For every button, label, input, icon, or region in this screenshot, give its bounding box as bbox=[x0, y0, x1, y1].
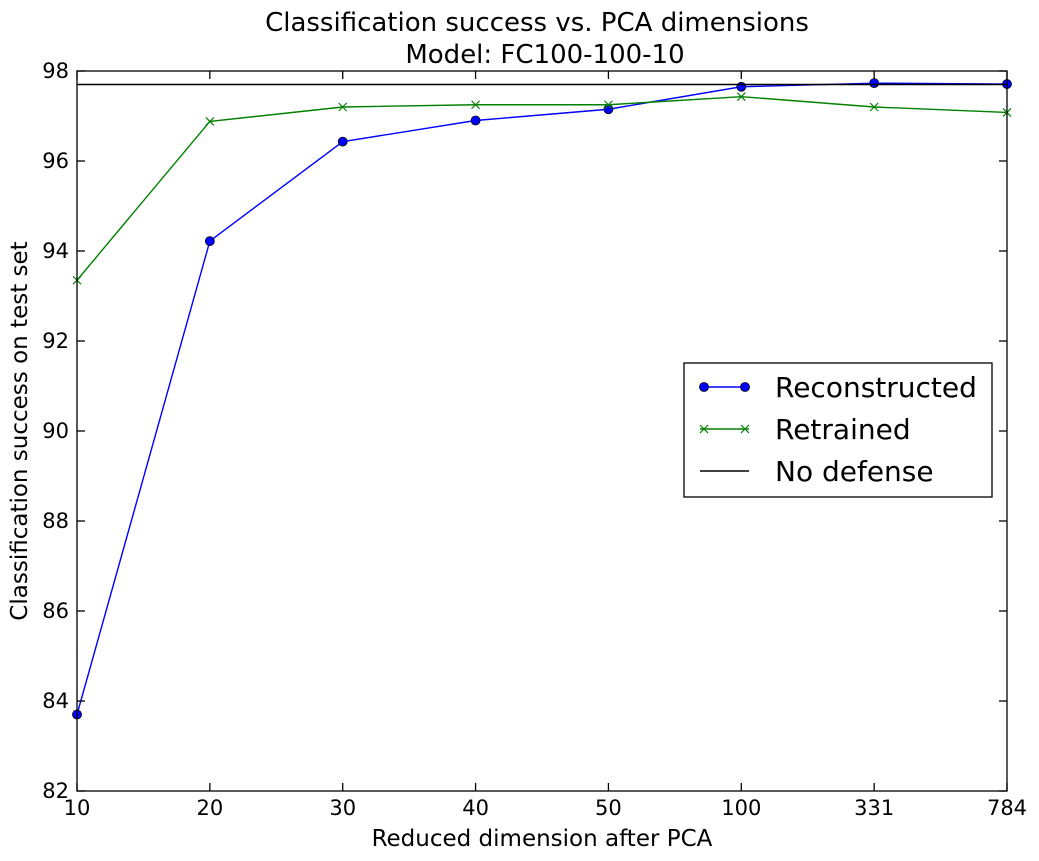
y-tick-label: 82 bbox=[42, 779, 69, 803]
y-tick-label: 86 bbox=[42, 599, 69, 623]
data-point bbox=[869, 102, 879, 112]
data-point bbox=[736, 92, 746, 102]
data-point-stroke bbox=[205, 116, 215, 126]
x-tick-label: 10 bbox=[64, 796, 91, 820]
y-tick-label: 84 bbox=[42, 689, 69, 713]
legend-marker-stroke bbox=[740, 424, 750, 434]
data-point bbox=[337, 136, 348, 147]
y-tick-label: 98 bbox=[42, 59, 69, 83]
legend-label: No defense bbox=[775, 455, 934, 488]
data-point-stroke bbox=[604, 100, 613, 110]
series-retrained bbox=[72, 92, 1012, 285]
x-tick-label: 30 bbox=[329, 796, 356, 820]
data-point bbox=[736, 81, 747, 92]
x-tick-label: 331 bbox=[854, 796, 894, 820]
y-tick-label: 88 bbox=[42, 509, 69, 533]
x-tick-label: 100 bbox=[721, 796, 761, 820]
y-tick-label: 96 bbox=[42, 149, 69, 173]
data-point-stroke bbox=[471, 100, 480, 110]
data-point bbox=[338, 102, 348, 112]
legend-box bbox=[683, 362, 993, 498]
x-tick-label: 40 bbox=[462, 796, 489, 820]
data-point bbox=[604, 100, 613, 110]
series-line bbox=[76, 95, 1008, 281]
data-point-stroke bbox=[736, 92, 746, 102]
data-point-stroke bbox=[869, 102, 879, 112]
legend-label: Retrained bbox=[775, 413, 911, 446]
chart-subtitle: Model: FC100-100-10 bbox=[405, 40, 684, 70]
x-tick-label: 784 bbox=[987, 796, 1027, 820]
y-axis-label: Classification success on test set bbox=[7, 241, 33, 620]
legend-marker bbox=[699, 382, 709, 392]
legend: Reconstructed Retrained No defense bbox=[683, 362, 993, 498]
tick-layer: 10 20 30 40 50 100 331 784 82 84 86 88 90 92 94 96 98 bbox=[42, 59, 1027, 820]
x-tick-label: 20 bbox=[196, 796, 223, 820]
legend-marker bbox=[740, 382, 750, 392]
x-tick-label: 50 bbox=[595, 796, 622, 820]
legend-marker-stroke bbox=[699, 424, 709, 434]
y-tick-label: 90 bbox=[42, 419, 69, 443]
series-line bbox=[76, 82, 1008, 715]
data-point bbox=[205, 116, 215, 126]
legend-marker bbox=[740, 424, 750, 434]
data-point-stroke bbox=[338, 102, 348, 112]
data-point bbox=[471, 100, 480, 110]
data-point bbox=[603, 104, 614, 115]
data-point bbox=[869, 78, 880, 89]
y-tick-label: 92 bbox=[42, 329, 69, 353]
x-axis-label: Reduced dimension after PCA bbox=[372, 826, 713, 852]
data-point bbox=[204, 236, 215, 247]
data-point bbox=[470, 115, 481, 126]
series-layer bbox=[72, 78, 1012, 720]
chart-title: Classification success vs. PCA dimension… bbox=[265, 8, 809, 38]
legend-marker bbox=[699, 424, 709, 434]
legend-label: Reconstructed bbox=[775, 371, 977, 404]
y-tick-label: 94 bbox=[42, 239, 69, 263]
